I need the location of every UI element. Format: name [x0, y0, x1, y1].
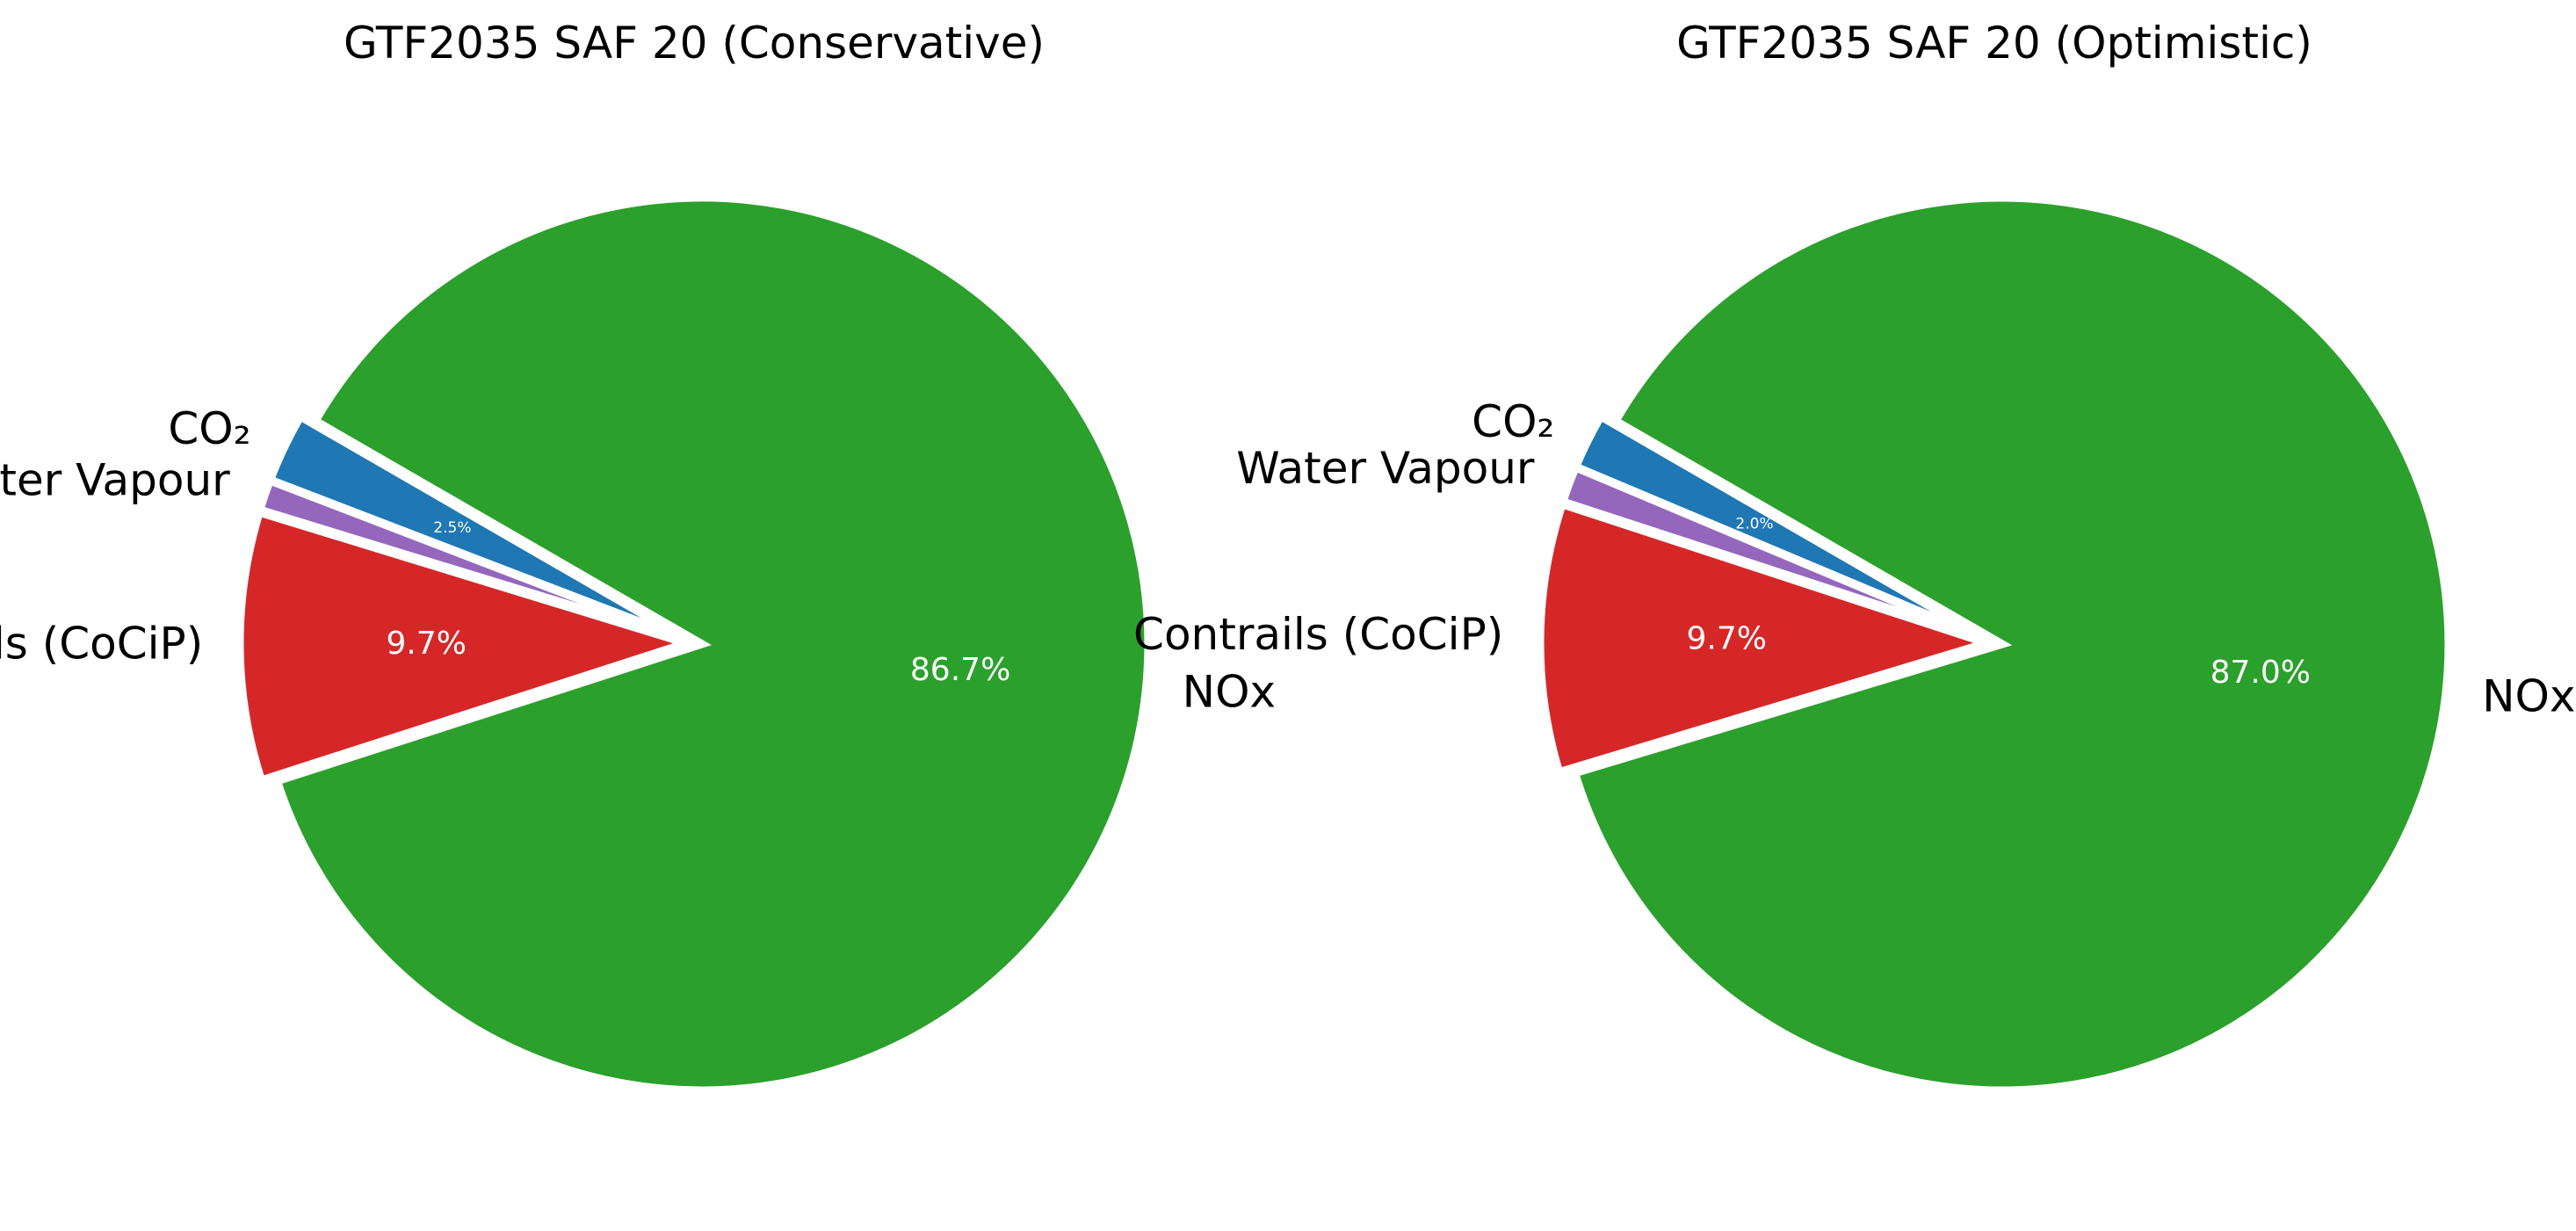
- pie-slices: [1536, 193, 2453, 1095]
- pie-labels: CO₂ 2.0% Water Vapour Contrails (CoCiP) 9.7%…: [1133, 396, 2575, 722]
- pie-slices: [235, 193, 1153, 1095]
- slice-pct-contrails-cocip: 9.7%: [1686, 620, 1766, 656]
- pie-chart-optimistic: GTF2035 SAF 20 (Optimistic) CO₂ 2.0% Water…: [1133, 18, 2575, 1095]
- slice-pct-nox: 86.7%: [910, 652, 1010, 688]
- slice-label-nox: NOx: [1183, 666, 1276, 717]
- slice-label-water-vapour: Water Vapour: [0, 454, 230, 505]
- slice-pct-co: 2.0%: [1735, 515, 1773, 532]
- slice-label-contrails-cocip: Contrails (CoCiP): [1133, 609, 1503, 660]
- slice-label-nox: NOx: [2482, 671, 2575, 722]
- pie-slice-contrails-cocip: [235, 507, 699, 786]
- slice-label-co: CO₂: [1472, 396, 1554, 447]
- slice-pct-co: 2.5%: [433, 519, 471, 537]
- slice-pct-contrails-cocip: 9.7%: [386, 626, 466, 662]
- slice-label-co: CO₂: [168, 403, 250, 454]
- pie-slice-nox: [271, 193, 1153, 1095]
- chart-title: GTF2035 SAF 20 (Optimistic): [1676, 18, 2312, 69]
- pie-labels: CO₂ 2.5% Water Vapour Contrails (CoCiP) 9.7%…: [0, 403, 1276, 718]
- pie-slice-contrails-cocip: [1536, 499, 2000, 778]
- pie-slice-nox: [1569, 193, 2453, 1095]
- slice-pct-nox: 87.0%: [2211, 655, 2311, 691]
- slice-label-contrails-cocip: Contrails (CoCiP): [0, 619, 203, 670]
- pie-chart-conservative: GTF2035 SAF 20 (Conservative) CO₂ 2.5% Wat…: [0, 18, 1276, 1095]
- slice-label-water-vapour: Water Vapour: [1236, 443, 1535, 494]
- chart-title: GTF2035 SAF 20 (Conservative): [344, 18, 1045, 69]
